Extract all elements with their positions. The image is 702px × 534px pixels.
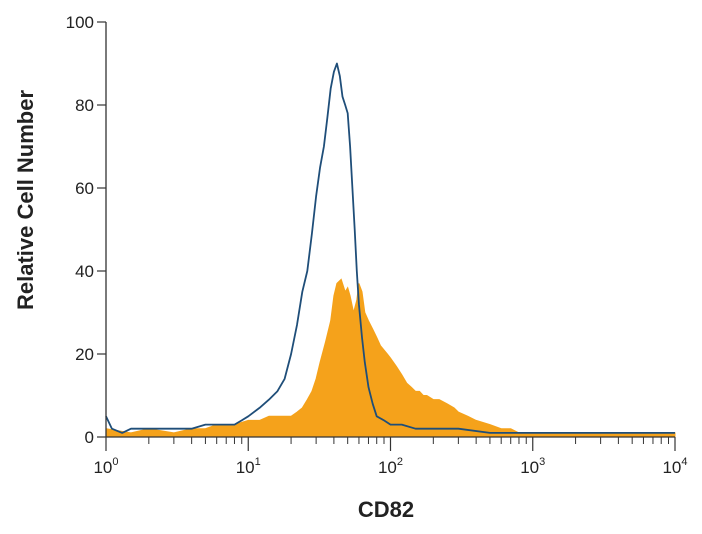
x-tick-exponent: 1 xyxy=(255,456,261,468)
x-tick-base: 10 xyxy=(93,458,112,477)
x-tick-base: 10 xyxy=(236,458,255,477)
series-outline-histogram xyxy=(105,62,675,434)
x-tick-base: 10 xyxy=(378,458,397,477)
series-filled-histogram xyxy=(105,278,676,438)
series-layer xyxy=(105,62,676,438)
x-tick-base: 10 xyxy=(520,458,539,477)
x-axis-title: CD82 xyxy=(358,497,414,522)
x-tick-exponent: 0 xyxy=(112,456,118,468)
y-tick-label: 80 xyxy=(75,96,94,115)
x-tick-label: 102 xyxy=(378,456,403,477)
x-tick-exponent: 2 xyxy=(397,456,403,468)
x-tick-exponent: 3 xyxy=(539,456,545,468)
y-tick-label: 40 xyxy=(75,262,94,281)
y-tick-label: 60 xyxy=(75,179,94,198)
y-ticks-group: 0 20 40 60 80 100 xyxy=(66,13,106,447)
y-tick-label: 100 xyxy=(66,13,94,32)
y-tick-label: 20 xyxy=(75,345,94,364)
x-tick-label: 101 xyxy=(236,456,261,477)
x-tick-label: 103 xyxy=(520,456,545,477)
x-tick-exponent: 4 xyxy=(681,456,687,468)
x-tick-label: 104 xyxy=(662,456,687,477)
x-ticks-group: 100 101 102 103 104 xyxy=(93,437,688,477)
x-tick-base: 10 xyxy=(662,458,681,477)
x-tick-label: 100 xyxy=(93,456,118,477)
y-tick-label: 0 xyxy=(85,428,94,447)
y-axis-title: Relative Cell Number xyxy=(13,90,38,311)
